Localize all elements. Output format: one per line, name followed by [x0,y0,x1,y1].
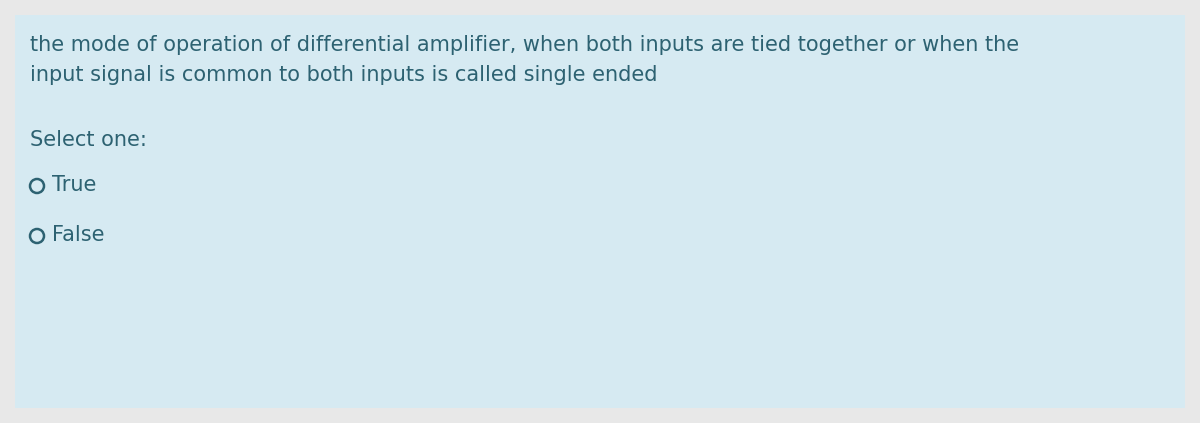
Text: the mode of operation of differential amplifier, when both inputs are tied toget: the mode of operation of differential am… [30,35,1019,55]
Text: False: False [52,225,104,245]
Text: input signal is common to both inputs is called single ended: input signal is common to both inputs is… [30,65,658,85]
Text: True: True [52,175,96,195]
Text: Select one:: Select one: [30,130,146,150]
